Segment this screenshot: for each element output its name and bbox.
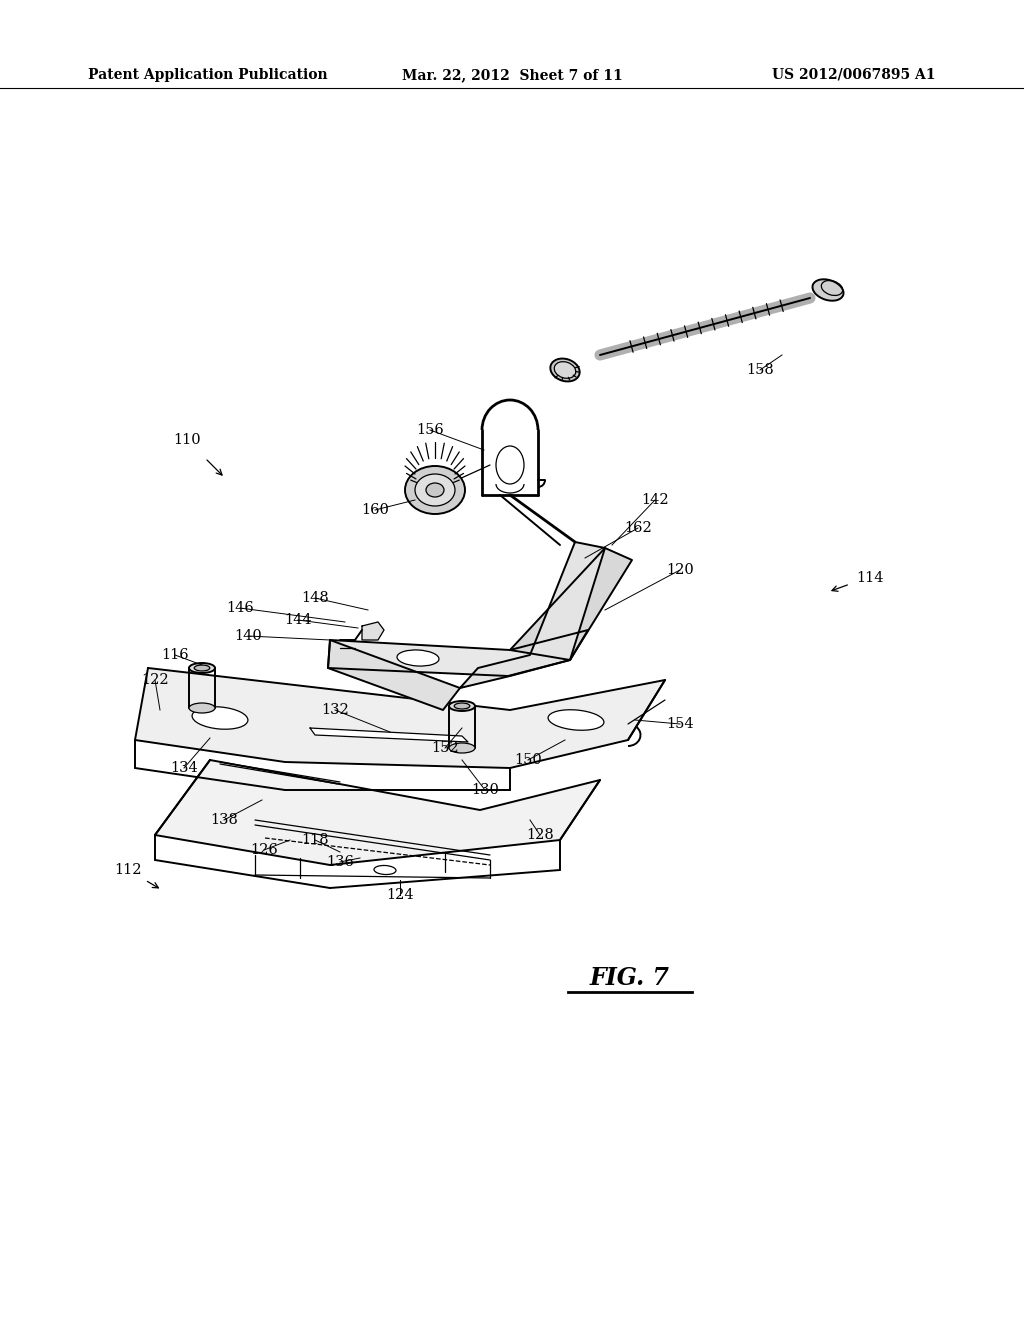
Polygon shape	[328, 630, 588, 676]
Text: 126: 126	[250, 843, 278, 857]
Ellipse shape	[397, 649, 439, 667]
Text: 148: 148	[301, 591, 329, 605]
Ellipse shape	[548, 710, 604, 730]
Text: 162: 162	[624, 521, 652, 535]
Text: 154: 154	[667, 717, 694, 731]
Text: 134: 134	[170, 762, 198, 775]
Text: 150: 150	[514, 752, 542, 767]
Ellipse shape	[193, 706, 248, 729]
Text: Patent Application Publication: Patent Application Publication	[88, 69, 328, 82]
Ellipse shape	[374, 866, 396, 875]
Text: 144: 144	[285, 612, 312, 627]
Text: 152: 152	[431, 741, 459, 755]
Ellipse shape	[496, 446, 524, 484]
Text: 132: 132	[322, 704, 349, 717]
Polygon shape	[460, 543, 605, 688]
Text: 120: 120	[667, 564, 694, 577]
Text: 114: 114	[856, 572, 884, 585]
Text: 110: 110	[173, 433, 201, 447]
Text: US 2012/0067895 A1: US 2012/0067895 A1	[772, 69, 936, 82]
Polygon shape	[510, 548, 632, 660]
Polygon shape	[328, 640, 460, 710]
Text: 130: 130	[471, 783, 499, 797]
Text: 124: 124	[386, 888, 414, 902]
Ellipse shape	[406, 466, 465, 513]
Text: 146: 146	[226, 601, 254, 615]
Polygon shape	[362, 622, 384, 640]
Text: 122: 122	[141, 673, 169, 686]
Ellipse shape	[415, 474, 455, 506]
Text: 158: 158	[746, 363, 774, 378]
Polygon shape	[155, 760, 600, 865]
Polygon shape	[135, 668, 665, 768]
Polygon shape	[310, 729, 468, 742]
Text: 116: 116	[161, 648, 188, 663]
Text: 112: 112	[115, 863, 141, 876]
Ellipse shape	[189, 704, 215, 713]
Text: 138: 138	[210, 813, 238, 828]
Ellipse shape	[426, 483, 444, 498]
Text: 156: 156	[416, 422, 443, 437]
Text: 140: 140	[234, 630, 262, 643]
Text: 128: 128	[526, 828, 554, 842]
Ellipse shape	[189, 663, 215, 673]
Text: 160: 160	[361, 503, 389, 517]
Ellipse shape	[812, 280, 844, 301]
Ellipse shape	[449, 701, 475, 711]
Text: 142: 142	[641, 492, 669, 507]
Ellipse shape	[554, 362, 575, 379]
Text: 136: 136	[326, 855, 354, 869]
Ellipse shape	[449, 743, 475, 752]
Ellipse shape	[455, 704, 470, 709]
Text: Mar. 22, 2012  Sheet 7 of 11: Mar. 22, 2012 Sheet 7 of 11	[401, 69, 623, 82]
Text: 118: 118	[301, 833, 329, 847]
Ellipse shape	[550, 359, 580, 381]
Text: FIG. 7: FIG. 7	[590, 966, 670, 990]
Ellipse shape	[195, 665, 210, 671]
